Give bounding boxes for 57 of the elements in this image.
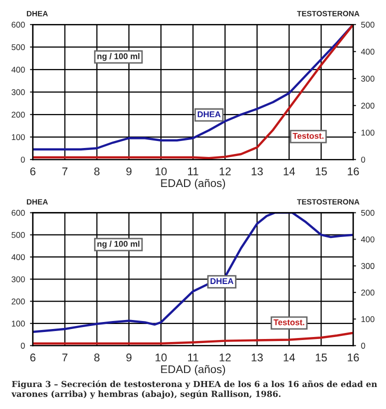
y-tick-label: 500 xyxy=(12,232,25,238)
y2-tick-label: 500 xyxy=(361,22,374,28)
y2-tick-label: 300 xyxy=(361,263,374,269)
x-tick-label: 6 xyxy=(30,167,36,176)
y2-tick-label: 300 xyxy=(361,76,374,82)
y-tick-label: 0 xyxy=(20,156,25,163)
x-tick-label: 7 xyxy=(62,168,68,176)
x-tick-label: 12 xyxy=(220,354,231,362)
y-tick-label: 100 xyxy=(12,134,25,140)
x-tick-label: 14 xyxy=(284,168,295,176)
x-tick-label: 11 xyxy=(188,354,198,362)
text: Figura 3 – Secreción de testosterona y DHEA de los 6 a los 16 años de edad en varones (arriba) y hembras (abajo), según Rallison, 1986. xyxy=(11,380,378,399)
y2-tick-label: 100 xyxy=(361,130,374,136)
y2-tick-label: 0 xyxy=(361,156,366,163)
x-tick-label: 10 xyxy=(156,167,167,176)
x-tick-label: 15 xyxy=(316,354,327,362)
y2-tick-label: 400 xyxy=(361,48,374,55)
y-tick-label: 300 xyxy=(12,276,25,282)
y2-tick-label: 500 xyxy=(361,210,374,216)
y-tick-label: 100 xyxy=(12,320,25,327)
y-tick-label: 400 xyxy=(11,66,25,73)
y-tick-label: 200 xyxy=(12,112,25,118)
y-tick-label: 500 xyxy=(12,44,25,50)
annotation: ng / 100 ml xyxy=(97,240,140,248)
series-label: DHEA xyxy=(210,278,234,284)
x-tick-label: 13 xyxy=(252,354,263,362)
x-tick-label: 6 xyxy=(30,354,36,362)
y2-tick-label: 200 xyxy=(361,102,374,109)
x-tick-label: 8 xyxy=(94,167,100,176)
annotation: ng / 100 ml xyxy=(97,53,140,61)
x-tick-label: 16 xyxy=(348,167,359,176)
x-tick-label: 10 xyxy=(156,354,167,362)
x-tick-label: 9 xyxy=(126,167,132,176)
x-tick-label: 12 xyxy=(220,167,231,176)
y-tick-label: 300 xyxy=(12,89,25,96)
y-tick-label: 600 xyxy=(12,210,25,216)
x-axis-title: EDAD (años) xyxy=(161,364,226,376)
series-label: DHEA xyxy=(198,111,221,118)
y-tick-label: 200 xyxy=(12,298,25,304)
y-tick-label: 0 xyxy=(20,342,25,349)
x-tick-label: 7 xyxy=(62,354,68,362)
text: Testost. xyxy=(292,132,324,139)
x-tick-label: 14 xyxy=(284,354,295,362)
x-axis-title: EDAD (años) xyxy=(161,178,226,190)
x-tick-label: 15 xyxy=(316,168,327,176)
y2-tick-label: 400 xyxy=(361,236,374,242)
y2-tick-label: 200 xyxy=(361,290,374,296)
x-tick-label: 13 xyxy=(252,167,263,176)
y-tick-label: 400 xyxy=(11,254,25,260)
y-tick-label: 600 xyxy=(12,22,25,28)
y2-tick-label: 0 xyxy=(361,342,366,349)
x-tick-label: 9 xyxy=(126,354,132,362)
x-tick-label: 8 xyxy=(94,354,100,362)
y2-tick-label: 100 xyxy=(361,316,374,322)
x-tick-label: 11 xyxy=(188,168,198,176)
series-label: Testost. xyxy=(274,319,304,326)
x-tick-label: 16 xyxy=(348,354,359,362)
